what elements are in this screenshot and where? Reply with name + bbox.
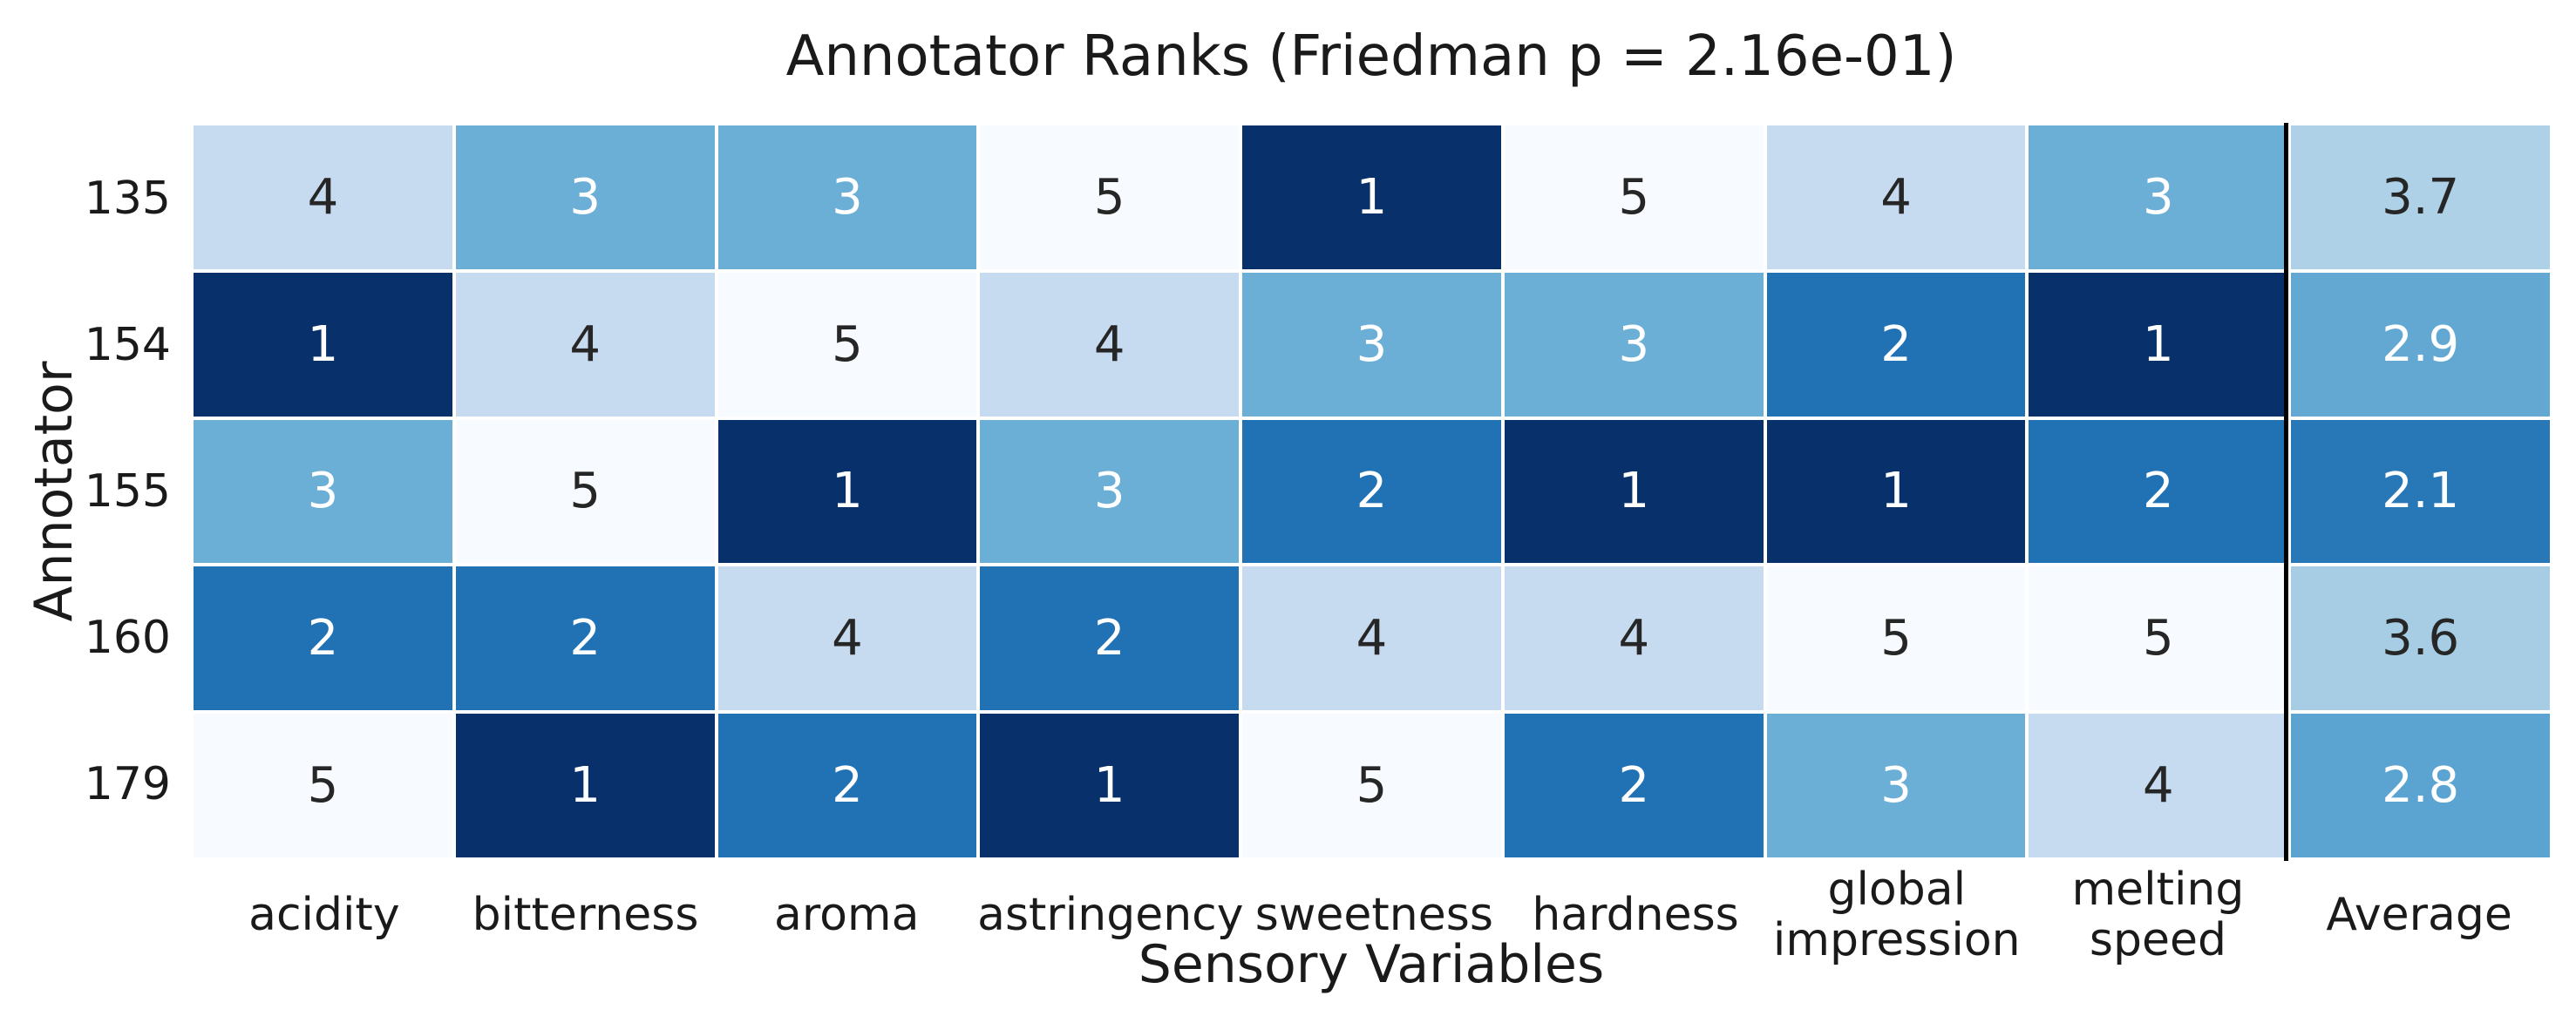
heatmap-cell: 5	[455, 419, 715, 564]
heatmap-cell: 3	[455, 125, 715, 269]
heatmap-cell: 4	[1242, 566, 1501, 711]
chart-title: Annotator Ranks (Friedman p = 2.16e-01)	[785, 24, 1957, 89]
heatmap-cell: 4	[980, 272, 1240, 417]
x-tick-label: hardness	[1532, 889, 1739, 942]
heatmap-cell: 1	[1504, 419, 1764, 564]
heatmap-cell-average: 2.8	[2291, 714, 2550, 857]
heatmap-cell: 2	[1242, 419, 1501, 564]
heatmap-cell-average: 2.9	[2291, 272, 2550, 417]
heatmap-cell: 1	[717, 419, 977, 564]
heatmap-cell: 5	[194, 714, 452, 857]
heatmap-cell: 3	[980, 419, 1240, 564]
heatmap-cell: 4	[2029, 714, 2288, 857]
y-tick-label: 135	[84, 173, 171, 225]
x-tick-label: global impression	[1772, 864, 2021, 967]
heatmap-cell: 3	[2029, 125, 2288, 269]
heatmap-cell: 5	[717, 272, 977, 417]
x-tick-label: aroma	[774, 889, 920, 942]
heatmap-cell: 5	[2029, 566, 2288, 711]
heatmap-cell: 3	[194, 419, 452, 564]
heatmap-cell: 4	[455, 272, 715, 417]
y-tick-label: 155	[84, 465, 171, 518]
heatmap-cell: 3	[1504, 272, 1764, 417]
x-tick-label: acidity	[248, 889, 400, 942]
heatmap-cell-average: 3.6	[2291, 566, 2550, 711]
heatmap-cell: 1	[980, 714, 1240, 857]
heatmap-cell: 4	[1504, 566, 1764, 711]
x-axis-tick-labels: acidity bitterness aroma astringency sweetne…	[194, 864, 2550, 966]
heatmap-cell-average: 3.7	[2291, 125, 2550, 269]
heatmap-cell: 5	[1242, 714, 1501, 857]
x-tick-label: bitterness	[472, 889, 699, 942]
heatmap-cell: 2	[1766, 272, 2026, 417]
heatmap-grid: 4 3 3 5 1 5 4 3 3.7 1 4 5 4 3 3 2 1 2.9 3 5 1 3 2 1 1 2 2.1 2 2 4 2 4 4 5…	[194, 125, 2550, 857]
heatmap-cell: 3	[717, 125, 977, 269]
heatmap-cell: 3	[1242, 272, 1501, 417]
x-tick-label: melting speed	[2071, 864, 2245, 967]
heatmap-cell: 4	[194, 125, 452, 269]
heatmap-cell: 1	[455, 714, 715, 857]
heatmap-cell-average: 2.1	[2291, 419, 2550, 564]
x-tick-label: astringency	[977, 889, 1244, 942]
heatmap-cell: 1	[1766, 419, 2026, 564]
heatmap-cell: 2	[194, 566, 452, 711]
x-tick-label: Average	[2326, 889, 2512, 942]
y-tick-label: 154	[84, 319, 171, 371]
heatmap-cell: 2	[455, 566, 715, 711]
heatmap-cell: 1	[194, 272, 452, 417]
y-tick-label: 179	[84, 758, 171, 810]
y-axis-tick-labels: 135 154 155 160 179	[0, 125, 171, 857]
heatmap-cell: 5	[980, 125, 1240, 269]
heatmap-cell: 2	[2029, 419, 2288, 564]
heatmap-cell: 2	[1504, 714, 1764, 857]
heatmap-cell: 3	[1766, 714, 2026, 857]
heatmap-cell: 2	[980, 566, 1240, 711]
heatmap-cell: 1	[2029, 272, 2288, 417]
heatmap-cell: 5	[1766, 566, 2026, 711]
heatmap-cell: 1	[1242, 125, 1501, 269]
average-separator-line	[2284, 123, 2288, 861]
heatmap-cell: 4	[717, 566, 977, 711]
y-tick-label: 160	[84, 612, 171, 664]
heatmap-cell: 4	[1766, 125, 2026, 269]
heatmap-cell: 5	[1504, 125, 1764, 269]
x-axis-label: Sensory Variables	[1138, 934, 1605, 995]
heatmap-cell: 2	[717, 714, 977, 857]
x-tick-label: sweetness	[1254, 889, 1493, 942]
